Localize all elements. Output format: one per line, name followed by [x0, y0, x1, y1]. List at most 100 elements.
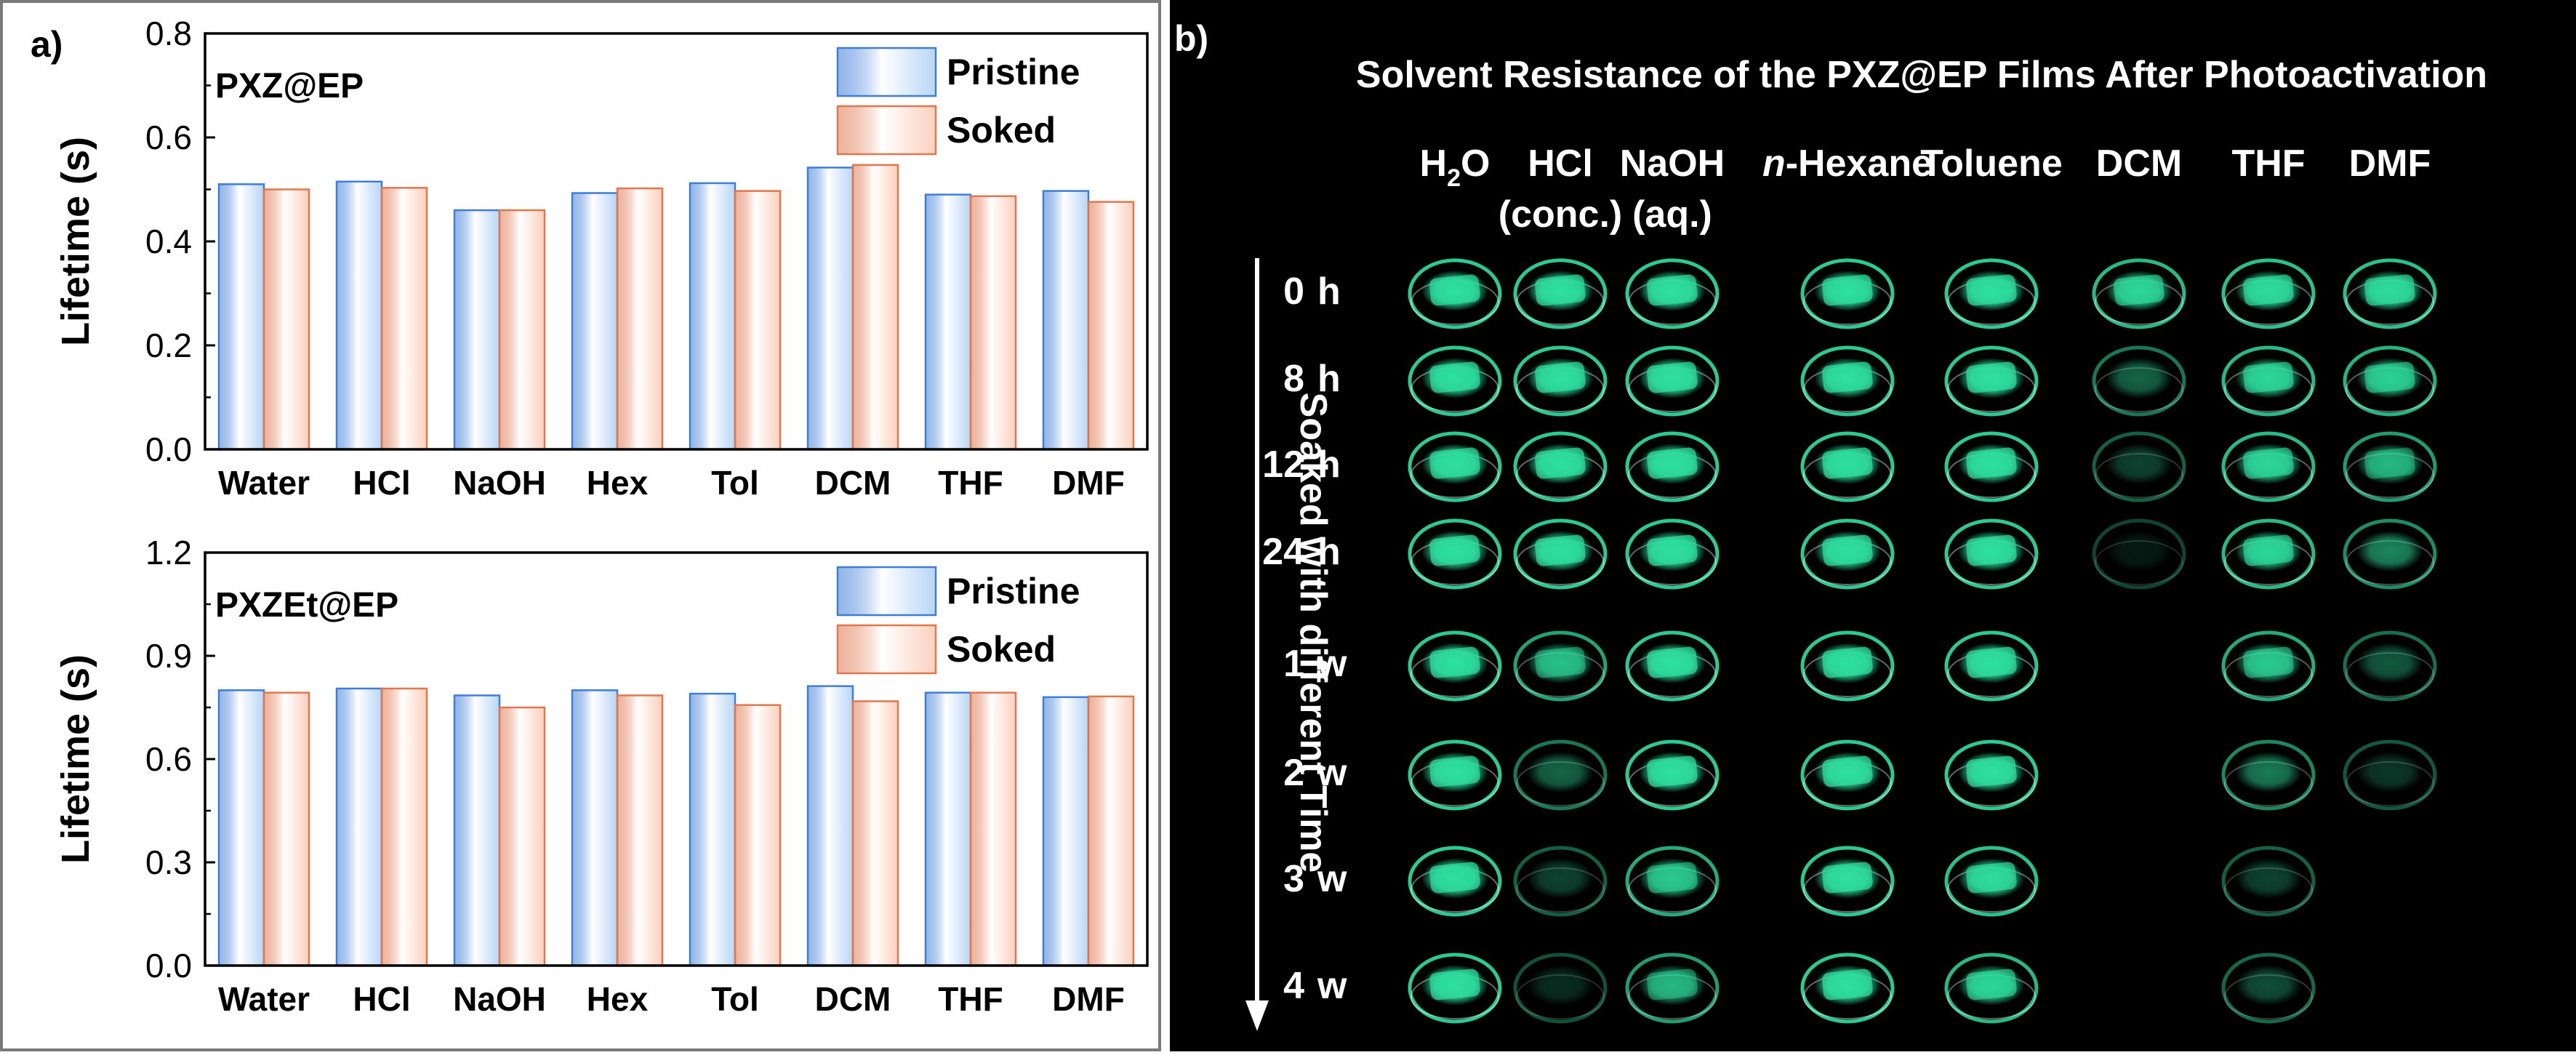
- vial-rim: [1944, 518, 2039, 590]
- bar-pristine-dcm: [806, 167, 854, 451]
- bar-pristine-water: [217, 183, 265, 451]
- film-sample: [1429, 447, 1480, 479]
- film-sample: [1822, 755, 1873, 787]
- time-label-unit: w: [1317, 752, 1347, 794]
- bar-soked-naoh: [498, 209, 546, 451]
- bar-pristine-hex: [571, 192, 619, 451]
- bar-soked-dcm: [851, 700, 899, 967]
- vial-rim: [2343, 630, 2437, 702]
- film-vial: [1800, 846, 1895, 917]
- film-vial: [1625, 846, 1720, 917]
- vial-rim: [1944, 846, 2039, 917]
- vial-rim: [1944, 431, 2039, 502]
- vial-rim: [1800, 518, 1895, 590]
- legend-swatch-pristine: [836, 566, 937, 617]
- film-vial: [1625, 952, 1720, 1024]
- film-sample: [1429, 862, 1480, 894]
- y-axis-label: Lifetime (s): [54, 654, 97, 864]
- vial-rim: [1800, 258, 1895, 329]
- vial-rim: [1800, 431, 1895, 502]
- film-sample: [1966, 534, 2017, 566]
- bar-pristine-hex: [571, 689, 619, 967]
- vial-rim: [2221, 431, 2316, 502]
- film-sample: [1822, 274, 1873, 306]
- vial-glow: [2235, 752, 2302, 793]
- vial-rim: [2343, 345, 2437, 417]
- solvent-header: DCM: [2096, 143, 2182, 185]
- vial-glow: [1527, 858, 1594, 899]
- vial-rim: [1800, 952, 1895, 1024]
- film-vial: [1800, 258, 1895, 329]
- film-vial: [2221, 952, 2316, 1024]
- vial-glow: [2235, 965, 2302, 1006]
- x-tick-label: NaOH: [453, 464, 546, 502]
- vial-rim: [1625, 518, 1720, 590]
- film-sample: [1966, 274, 2017, 306]
- film-vial: [1513, 952, 1608, 1024]
- vial-rim: [1513, 952, 1608, 1024]
- solvent-header: THF: [2231, 143, 2305, 185]
- vial-rim: [1408, 258, 1502, 329]
- time-label-unit: h: [1317, 358, 1341, 400]
- bar-soked-water: [262, 188, 310, 451]
- film-sample: [1822, 968, 1873, 1000]
- bar-chart-2: 0.0 0.3 0.6 0.9 1.2 Water HCl NaOH Hex Tol DCM THF D…: [54, 534, 1149, 1018]
- vial-rim: [1944, 258, 2039, 329]
- vial-rim: [1800, 345, 1895, 417]
- film-vial: [2221, 630, 2316, 702]
- vial-rim: [2221, 518, 2316, 590]
- vial-rim: [2221, 846, 2316, 917]
- vial-glow: [1527, 965, 1594, 1006]
- film-sample: [1429, 534, 1480, 566]
- legend-swatch-soked: [836, 624, 937, 675]
- vial-rim: [1625, 431, 1720, 502]
- vial-glow: [1527, 752, 1594, 793]
- bar-pristine-naoh: [453, 209, 501, 451]
- vial-rim: [1944, 952, 2039, 1024]
- film-sample: [1822, 447, 1873, 479]
- vial-rim: [2343, 518, 2437, 590]
- vial-rim: [1408, 630, 1502, 702]
- time-label-unit: w: [1317, 965, 1347, 1007]
- film-vial: [2092, 345, 2186, 417]
- film-vial: [2092, 431, 2186, 502]
- vial-rim: [2092, 431, 2186, 502]
- y-tick-label: 0.9: [145, 637, 192, 675]
- vial-glow: [2356, 444, 2423, 484]
- vial-rim: [2221, 952, 2316, 1024]
- vial-rim: [2221, 630, 2316, 702]
- film-sample: [1966, 447, 2017, 479]
- panel-b-photo-grid: b) Solvent Resistance of the PXZ@EP Films…: [1170, 0, 2576, 1051]
- bar-soked-hex: [616, 187, 664, 451]
- film-vial: [2221, 431, 2316, 502]
- film-sample: [1647, 447, 1698, 479]
- vial-rim: [2221, 345, 2316, 417]
- time-label-number: 8: [1283, 358, 1304, 400]
- vial-glow: [1639, 965, 1706, 1006]
- time-label-number: 2: [1283, 752, 1304, 794]
- vial-rim: [1513, 345, 1608, 417]
- film-vial: [1800, 952, 1895, 1024]
- film-sample: [1647, 361, 1698, 393]
- film-vial: [1944, 846, 2039, 917]
- film-vial: [1625, 518, 1720, 590]
- bar-pristine-dmf: [1042, 190, 1090, 451]
- time-arrow-head: [1245, 1000, 1269, 1031]
- film-sample: [1647, 755, 1698, 787]
- film-sample: [1535, 646, 1586, 678]
- y-tick-label: 0.4: [145, 222, 192, 260]
- time-label-unit: h: [1317, 270, 1341, 313]
- x-tick-label: DCM: [815, 980, 891, 1018]
- film-vial: [1408, 345, 1502, 417]
- time-label-number: 24: [1262, 531, 1304, 573]
- film-vial: [2221, 345, 2316, 417]
- film-sample: [2243, 534, 2294, 566]
- vial-rim: [2092, 258, 2186, 329]
- vial-rim: [1513, 846, 1608, 917]
- time-label-number: 1: [1283, 643, 1304, 685]
- film-sample: [1647, 534, 1698, 566]
- film-sample: [2243, 361, 2294, 393]
- film-sample: [1535, 361, 1586, 393]
- film-vial: [1513, 518, 1608, 590]
- y-tick-label: 0.3: [145, 843, 192, 881]
